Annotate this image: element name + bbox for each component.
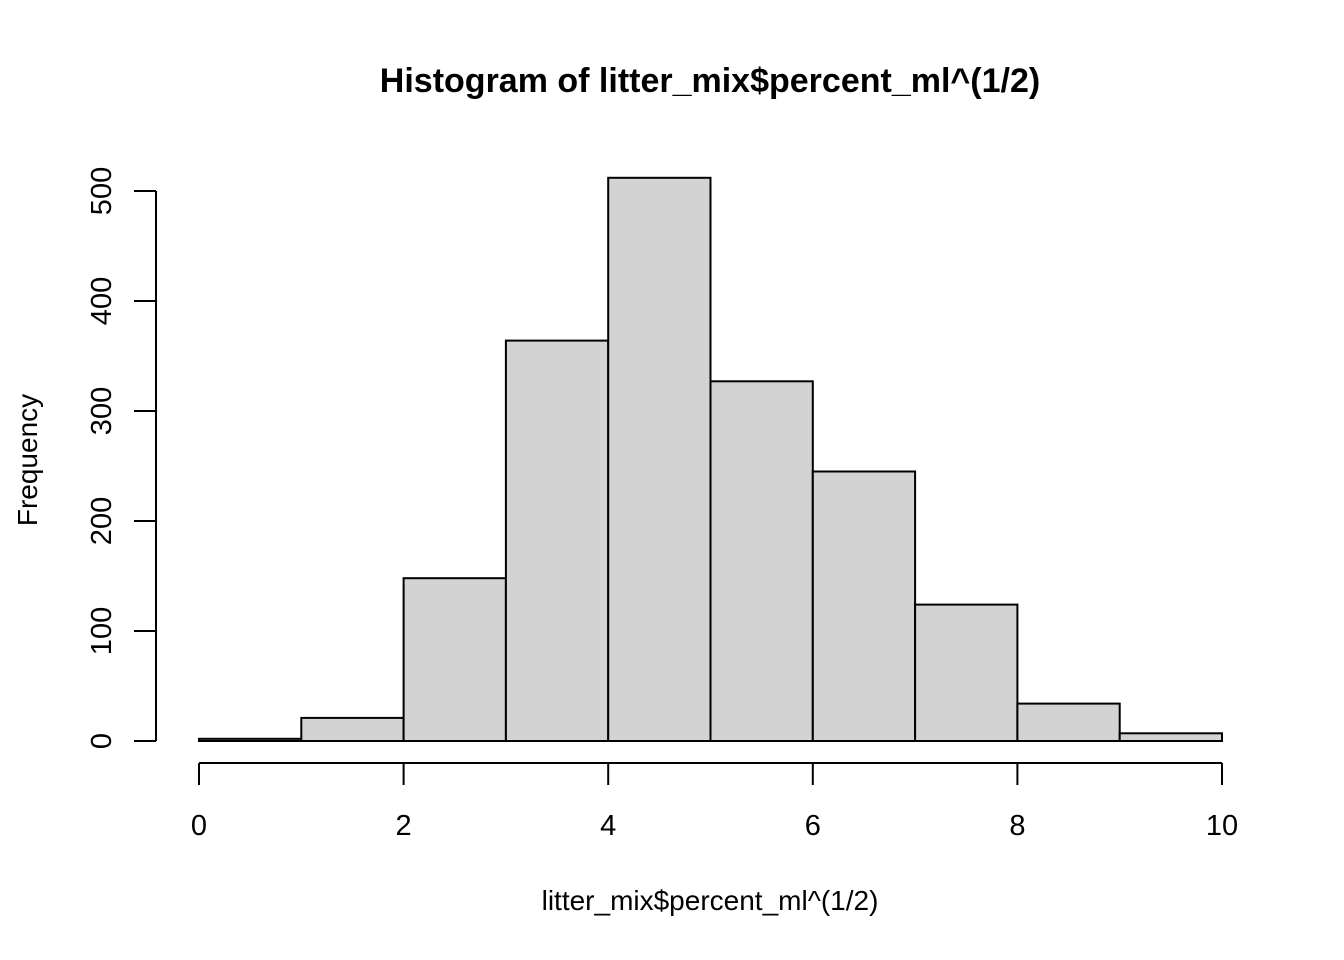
histogram-bar-4 <box>607 176 712 743</box>
histogram-bar-5 <box>709 380 814 742</box>
histogram-bar-9 <box>1118 732 1223 742</box>
y-tick-label-3: 300 <box>86 387 118 435</box>
y-axis-label: Frequency <box>12 394 43 526</box>
x-tick-label-4: 8 <box>1009 810 1025 842</box>
x-tick-label-0: 0 <box>191 810 207 842</box>
histogram-bar-0 <box>198 737 303 742</box>
chart-title: Histogram of litter_mix$percent_ml^(1/2) <box>380 62 1040 100</box>
histogram-bar-7 <box>914 603 1019 742</box>
y-axis: 0 100 200 300 400 500 <box>86 167 157 749</box>
x-tick-label-3: 6 <box>805 810 821 842</box>
histogram-bar-3 <box>504 339 610 742</box>
x-tick-label-5: 10 <box>1206 810 1238 842</box>
x-axis-label: litter_mix$percent_ml^(1/2) <box>542 885 879 916</box>
y-tick-label-1: 100 <box>86 607 118 655</box>
histogram-bars <box>198 176 1223 743</box>
y-tick-label-4: 400 <box>86 277 118 325</box>
x-tick-label-1: 2 <box>396 810 412 842</box>
y-tick-label-0: 0 <box>86 733 118 749</box>
y-tick-label-2: 200 <box>86 497 118 545</box>
y-tick-label-5: 500 <box>86 167 118 215</box>
histogram-bar-8 <box>1016 702 1121 742</box>
x-axis: 0 2 4 6 8 10 <box>191 762 1238 842</box>
x-tick-label-2: 4 <box>600 810 616 842</box>
histogram-bar-1 <box>300 716 405 743</box>
histogram-bar-6 <box>811 470 917 742</box>
histogram-bar-2 <box>402 577 507 743</box>
